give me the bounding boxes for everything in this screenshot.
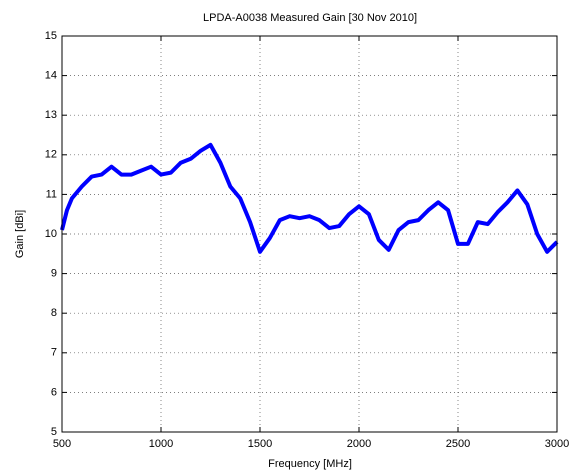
x-tick-label: 2000 [347,438,371,450]
x-tick-label: 2500 [446,438,470,450]
x-tick-label: 3000 [545,438,569,450]
y-tick-label: 8 [51,307,57,319]
axes-box [61,35,558,433]
y-axis-label: Gain [dBi] [14,210,26,258]
y-tick-label: 9 [51,268,57,280]
data-line [60,142,559,254]
x-tick-label: 500 [53,438,71,450]
x-tick-label: 1000 [149,438,173,450]
y-tick-label: 15 [45,30,57,42]
x-axis-label: Frequency [MHz] [268,458,352,470]
y-tick-label: 11 [46,188,57,200]
y-tick-label: 13 [45,109,57,121]
y-tick-label: 7 [51,347,57,359]
y-tick-label: 12 [45,149,57,161]
chart-title: LPDA-A0038 Measured Gain [30 Nov 2010] [203,12,417,24]
y-tick-label: 5 [51,426,57,438]
y-tick-label: 10 [45,228,57,240]
x-tick-label: 1500 [248,438,272,450]
y-tick-label: 6 [51,386,57,398]
y-tick-label: 14 [45,70,57,82]
